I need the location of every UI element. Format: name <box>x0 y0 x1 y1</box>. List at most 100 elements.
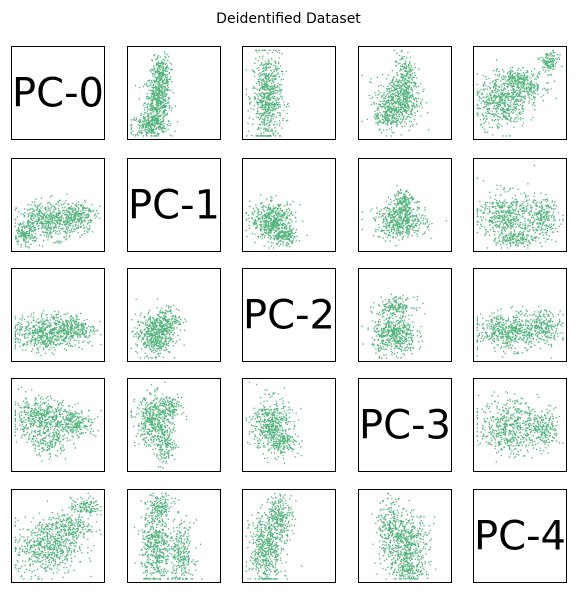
scatter-point <box>274 105 276 107</box>
scatter-point <box>143 125 145 127</box>
scatter-point <box>386 100 388 102</box>
scatter-point <box>32 236 34 238</box>
scatter-point <box>395 124 398 126</box>
scatter-point <box>500 91 502 94</box>
scatter-point <box>407 72 409 74</box>
scatter-point <box>278 205 280 207</box>
scatter-point <box>255 215 258 218</box>
scatter-point <box>497 103 500 105</box>
scatter-point <box>396 71 398 74</box>
scatter-point <box>247 110 249 112</box>
scatter-point <box>417 97 420 99</box>
scatter-point <box>415 101 418 103</box>
scatter-point <box>252 123 254 125</box>
scatter-point <box>387 105 389 107</box>
scatter-point <box>51 220 54 222</box>
scatter-point <box>424 223 427 225</box>
scatter-point <box>390 211 393 213</box>
scatter-point <box>136 132 138 134</box>
scatter-point <box>295 221 297 223</box>
scatter-point <box>490 98 493 100</box>
scatter-point <box>280 79 282 81</box>
scatter-point <box>513 98 515 101</box>
scatter-point <box>519 77 521 79</box>
scatter-point <box>379 92 381 94</box>
scatter-point <box>492 100 494 103</box>
scatter-point <box>492 80 494 82</box>
scatter-point <box>381 106 383 108</box>
scatter-point <box>161 92 163 94</box>
scatter-point <box>43 222 45 224</box>
scatter-point <box>396 125 398 128</box>
scatter-point <box>494 105 496 107</box>
scatter-point <box>60 204 62 206</box>
scatter-point <box>273 239 276 241</box>
scatter-point <box>160 63 162 65</box>
scatter-point <box>151 102 153 105</box>
scatter-point <box>159 74 161 77</box>
scatter-point <box>151 81 153 83</box>
scatter-point <box>167 54 169 56</box>
scatter-point <box>491 102 493 104</box>
scatter-point <box>267 222 269 224</box>
scatter-point <box>257 135 259 137</box>
scatter-point <box>286 103 288 106</box>
scatter-point <box>158 70 160 73</box>
scatter-point <box>257 128 259 130</box>
scatter-point <box>508 95 510 98</box>
scatter-point <box>516 103 519 105</box>
scatter-point <box>397 119 399 122</box>
scatter-point <box>379 119 381 121</box>
scatter-point <box>523 73 526 75</box>
scatter-point <box>43 214 45 216</box>
scatter-point <box>286 236 288 238</box>
scatter-point <box>513 111 515 113</box>
scatter-point <box>162 71 164 74</box>
scatter-point <box>406 107 409 110</box>
scatter-point <box>280 88 282 91</box>
scatter-point <box>489 92 492 95</box>
scatter-point <box>165 62 167 64</box>
scatter-point <box>147 117 150 120</box>
scatter-point <box>157 133 159 135</box>
scatter-point <box>520 95 522 97</box>
scatter-point <box>50 232 53 234</box>
scatter-point <box>58 207 60 210</box>
scatter-point <box>144 83 146 85</box>
scatter-point <box>274 108 276 110</box>
scatter-point <box>263 225 265 227</box>
scatter-point <box>488 109 490 111</box>
scatter-point <box>256 226 258 228</box>
scatter-point <box>270 117 272 119</box>
scatter-point <box>529 81 532 83</box>
scatter-point <box>38 209 41 211</box>
scatter-point <box>48 227 50 230</box>
scatter-point <box>141 127 143 129</box>
scatter-point <box>254 97 256 100</box>
scatter-point <box>45 211 47 213</box>
scatter-point <box>257 214 259 216</box>
scatter-point <box>154 123 156 125</box>
scatter-point <box>282 73 284 75</box>
scatter-point <box>406 87 408 89</box>
scatter-point <box>385 87 388 89</box>
scatter-point <box>51 214 53 216</box>
scatter-point <box>393 219 395 221</box>
scatter-point <box>258 49 260 51</box>
scatter-point <box>33 221 35 223</box>
scatter-point <box>270 120 272 122</box>
scatter-point <box>406 74 409 76</box>
scatter-point <box>164 106 167 109</box>
scatter-point <box>153 109 155 111</box>
scatter-point <box>409 91 411 94</box>
scatter-point <box>17 232 19 234</box>
scatter-point <box>50 236 53 239</box>
scatter-point <box>275 107 277 109</box>
scatter-point <box>519 90 521 92</box>
scatter-point <box>276 213 278 215</box>
scatter-point <box>89 209 91 211</box>
scatter-point <box>516 108 518 110</box>
scatter-point <box>259 88 261 90</box>
scatter-point <box>414 105 416 107</box>
scatter-point <box>270 225 272 228</box>
